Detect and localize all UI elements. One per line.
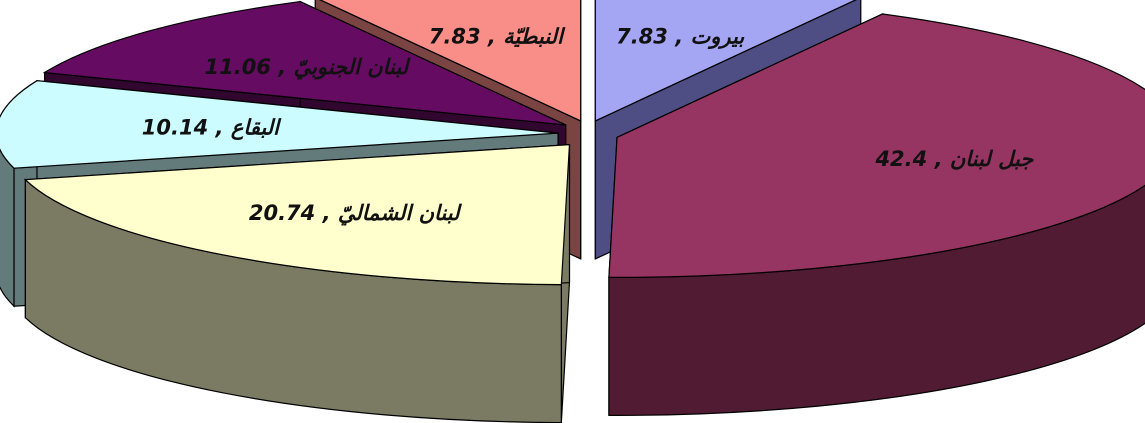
pie-slice-label-3: البقاع , 10.14 (142, 115, 282, 140)
pie-slice-label-1: جبل لبنان , 42.4 (874, 147, 1034, 171)
pie-slice-1 (608, 13, 1145, 416)
pie-slice-2 (23, 143, 571, 423)
pie-slice-top-0 (594, 0, 857, 122)
pie-slice-top-5 (319, 0, 582, 122)
pie-slice-top-4 (42, 0, 566, 126)
pie-slice-top-3 (0, 80, 559, 169)
pie-slice-label-5: النبطيّة , 7.83 (429, 25, 566, 49)
pie-slice-label-0: بيروت , 7.83 (616, 25, 745, 50)
pie-slice-label-2: لبنان الشماليّ , 20.74 (249, 201, 462, 226)
pie-slice-top-1 (608, 13, 1145, 278)
pie-slice-label-4: لبنان الجنوبيّ , 11.06 (205, 55, 411, 80)
pie-slice-top-2 (23, 143, 571, 286)
